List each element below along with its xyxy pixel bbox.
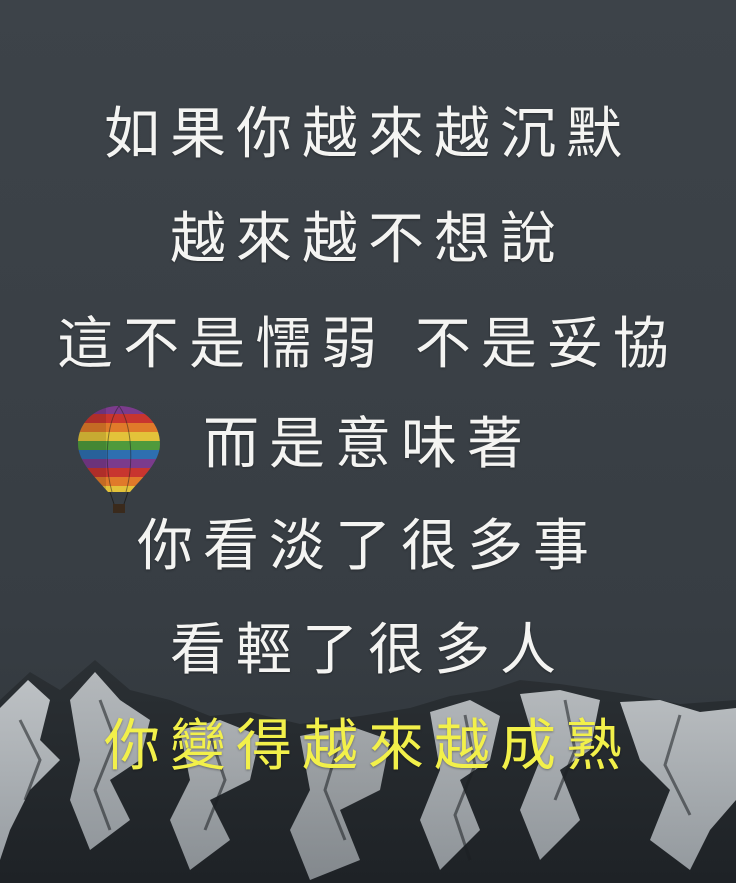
quote-line-4: 而是意味著	[203, 412, 533, 477]
quote-line-1: 如果你越來越沉默	[104, 102, 632, 167]
quote-line-7-highlight: 你變得越來越成熟	[104, 714, 632, 779]
quote-line-5: 你看淡了很多事	[137, 514, 599, 579]
quote-line-6: 看輕了很多人	[170, 618, 566, 683]
quote-line-2: 越來越不想說	[170, 207, 566, 272]
quote-line-3: 這不是懦弱 不是妥協	[57, 312, 679, 377]
hot-air-balloon-icon	[78, 406, 160, 513]
